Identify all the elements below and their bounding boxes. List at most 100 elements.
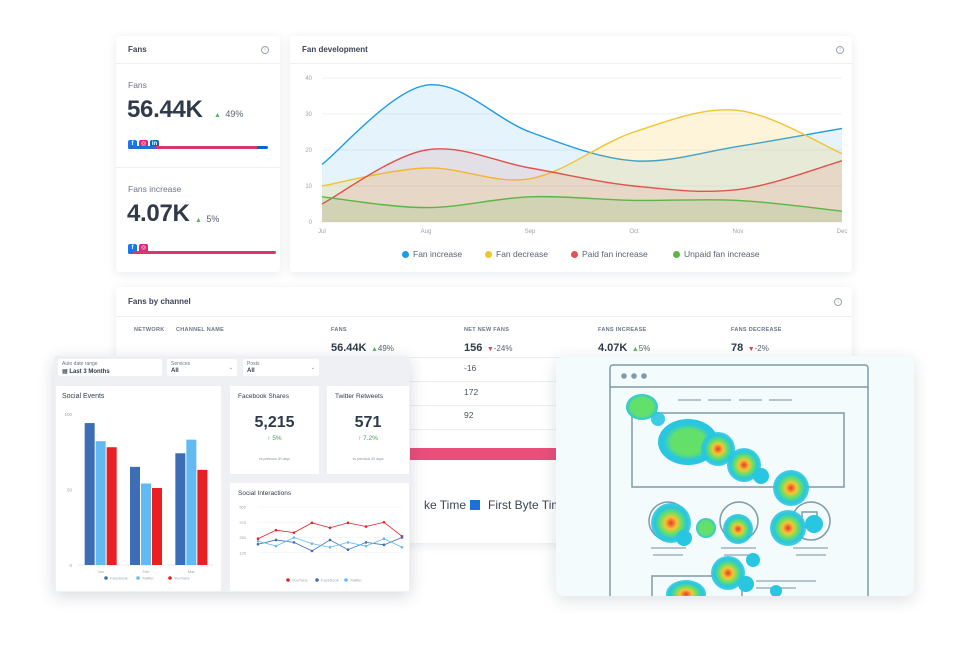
facebook-shares-title: Facebook Shares	[238, 393, 289, 400]
header-net-new-fans[interactable]: NET NEW FANS	[464, 327, 510, 333]
header-fans[interactable]: FANS	[331, 327, 347, 333]
posts-select[interactable]: Posts All ⌄	[243, 359, 319, 376]
date-range-value: Last 3 Months	[69, 369, 110, 375]
linkedin-icon[interactable]: in	[150, 140, 159, 149]
legend-dot	[402, 250, 409, 258]
divider	[290, 63, 852, 64]
header-channel-name[interactable]: CHANNEL NAME	[176, 327, 225, 333]
bar	[175, 453, 186, 565]
total-net-new-pct: -24%	[493, 344, 513, 353]
data-point	[382, 543, 386, 547]
up-triangle-icon: ▲	[370, 346, 378, 353]
total-increase-pct: 5%	[638, 344, 651, 353]
total-fans: 56.44K ▲49%	[331, 338, 394, 356]
legend-dot	[136, 576, 140, 580]
divider	[116, 63, 280, 64]
total-decrease-value: 78	[731, 342, 744, 354]
y-tick-label: 250	[239, 535, 246, 540]
facebook-shares-sub: vs previous 30 days	[259, 457, 290, 461]
series-area	[322, 196, 842, 222]
total-increase: 4.07K ▲5%	[598, 338, 650, 356]
heatmap-blobs	[626, 394, 823, 596]
chevron-down-icon: ⌄	[310, 365, 315, 371]
legend-label: Facebook	[321, 578, 339, 583]
info-icon[interactable]: i	[834, 298, 842, 306]
legend-unpaid-fan-increase[interactable]: Unpaid fan increase	[673, 249, 760, 259]
facebook-icon[interactable]: f	[128, 244, 137, 253]
y-tick-label: 10	[305, 184, 312, 190]
total-decrease-pct: -2%	[754, 344, 769, 353]
total-fans-value: 56.44K	[331, 342, 367, 354]
info-icon[interactable]: i	[261, 46, 269, 54]
date-range-select[interactable]: Auto date range ▦ Last 3 Months	[58, 359, 162, 376]
header-fans-increase[interactable]: FANS INCREASE	[598, 327, 647, 333]
x-tick-label: Jul	[318, 229, 326, 235]
data-point	[400, 536, 404, 539]
data-point	[364, 525, 368, 528]
data-point	[292, 536, 296, 539]
services-select[interactable]: Services All ⌄	[167, 359, 237, 376]
services-value: All	[171, 368, 179, 374]
twitter-retweets-value: 571	[354, 414, 382, 431]
facebook-shares-card: Facebook Shares 5,215 ↑ 5% vs previous 3…	[230, 386, 319, 474]
data-point	[274, 528, 278, 532]
up-triangle-icon: ▲	[631, 346, 639, 353]
data-point	[310, 521, 314, 525]
fan-development-card: Fan development i 0 10 20 30 40 Jul Aug Sep Oct N…	[290, 36, 852, 272]
data-point	[346, 521, 350, 525]
instagram-icon[interactable]: ◎	[139, 244, 148, 253]
fans-increase-networks: f ◎	[128, 236, 150, 254]
x-tick-label: Mar	[188, 569, 196, 574]
social-interactions-chart: 125 250 375 500 YouTube Facebook Twitter	[239, 505, 404, 583]
data-point	[328, 538, 332, 542]
y-tick-label: 0	[69, 563, 72, 568]
legend-swatch	[470, 500, 481, 510]
table-row[interactable]: 172	[464, 387, 479, 397]
legend-label: Fan decrease	[496, 249, 548, 259]
table-row[interactable]: -16	[464, 363, 477, 373]
series-line	[257, 521, 403, 540]
legend-fan-decrease[interactable]: Fan decrease	[485, 249, 548, 259]
fans-pct: 49%	[225, 109, 244, 119]
browser-dots	[621, 373, 647, 379]
fan-development-chart: 0 10 20 30 40 Jul Aug Sep Oct Nov Dec	[305, 76, 847, 235]
bar	[84, 423, 95, 565]
fans-increase-change: ▲ 5%	[195, 209, 219, 227]
legend-label: Fan increase	[413, 249, 463, 259]
legend-dot	[315, 578, 319, 582]
total-increase-value: 4.07K	[598, 342, 628, 354]
legend-dot	[571, 250, 578, 258]
data-point	[382, 537, 386, 541]
social-events-title: Social Events	[62, 393, 105, 400]
divider	[116, 167, 280, 168]
social-interactions-card: Social Interactions 125 250 375 500 YouTube F…	[230, 483, 409, 591]
data-point	[256, 537, 260, 541]
header-fans-decrease[interactable]: FANS DECREASE	[731, 327, 782, 333]
bar	[106, 447, 117, 565]
x-tick-label: Jan	[97, 569, 103, 574]
posts-value: All	[247, 368, 255, 374]
fans-networks: f ◎ in	[128, 132, 161, 150]
legend-label: Twitter	[350, 578, 362, 583]
data-point	[382, 520, 386, 524]
row-divider	[116, 357, 852, 358]
y-tick-label: 500	[239, 505, 246, 510]
info-icon[interactable]: i	[836, 46, 844, 54]
legend-fan-increase[interactable]: Fan increase	[402, 249, 462, 259]
facebook-icon[interactable]: f	[128, 140, 137, 149]
twitter-retweets-pct: ↑ 7.2%	[358, 435, 378, 442]
instagram-icon[interactable]: ◎	[139, 140, 148, 149]
data-point	[328, 545, 332, 549]
series-area	[322, 109, 842, 222]
legend-paid-fan-increase[interactable]: Paid fan increase	[571, 249, 648, 259]
legend-label: Paid fan increase	[582, 249, 648, 259]
y-tick-label: 0	[309, 220, 313, 226]
header-network[interactable]: NETWORK	[134, 327, 165, 333]
x-tick-label: Sep	[525, 229, 536, 235]
divider	[116, 316, 852, 317]
fans-card: Fans i Fans 56.44K ▲ 49% f ◎ in Fans incre…	[116, 36, 280, 272]
table-row[interactable]: 92	[464, 410, 474, 420]
y-tick-label: 125	[239, 550, 246, 555]
x-tick-label: Feb	[143, 569, 151, 574]
y-tick-label: 50	[67, 488, 73, 493]
